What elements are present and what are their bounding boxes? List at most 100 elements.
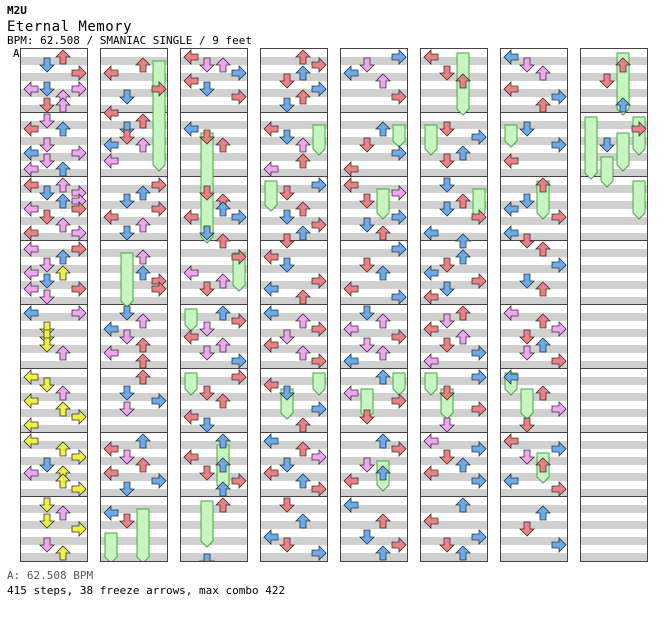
arrow-up-icon — [215, 233, 231, 249]
arrow-right-icon — [311, 217, 327, 233]
measure-line — [21, 240, 87, 241]
arrow-up-icon — [135, 137, 151, 153]
measure-line — [181, 112, 247, 113]
arrow-up-icon — [375, 265, 391, 281]
arrow-down-icon — [439, 417, 455, 433]
freeze-arrow — [136, 508, 150, 561]
freeze-arrow — [504, 124, 518, 148]
arrow-right-icon — [71, 201, 87, 217]
chart-column — [420, 48, 488, 562]
arrow-up-icon — [215, 481, 231, 497]
arrow-right-icon — [471, 209, 487, 225]
arrow-right-icon — [551, 89, 567, 105]
arrow-left-icon — [23, 305, 39, 321]
freeze-arrow — [392, 124, 406, 148]
arrow-left-icon — [183, 449, 199, 465]
arrow-right-icon — [471, 473, 487, 489]
arrow-right-icon — [391, 441, 407, 457]
arrow-up-icon — [375, 433, 391, 449]
arrow-down-icon — [519, 273, 535, 289]
arrow-right-icon — [71, 81, 87, 97]
arrow-up-icon — [55, 97, 71, 113]
freeze-arrow — [424, 124, 438, 156]
arrow-down-icon — [279, 233, 295, 249]
arrow-down-icon — [119, 401, 135, 417]
arrow-right-icon — [311, 321, 327, 337]
arrow-up-icon — [375, 513, 391, 529]
arrow-down-icon — [359, 217, 375, 233]
arrow-down-icon — [39, 273, 55, 289]
arrow-right-icon — [71, 305, 87, 321]
arrow-down-icon — [439, 313, 455, 329]
arrow-up-icon — [55, 345, 71, 361]
measure-line — [341, 240, 407, 241]
arrow-left-icon — [423, 321, 439, 337]
measure-line — [181, 368, 247, 369]
arrow-up-icon — [375, 313, 391, 329]
arrow-down-icon — [39, 97, 55, 113]
measure-line — [261, 304, 327, 305]
arrow-left-icon — [343, 497, 359, 513]
measure-line — [421, 496, 487, 497]
arrow-up-icon — [135, 265, 151, 281]
arrow-left-icon — [423, 465, 439, 481]
arrow-up-icon — [215, 497, 231, 513]
measure-line — [421, 176, 487, 177]
arrow-right-icon — [391, 393, 407, 409]
arrow-right-icon — [391, 537, 407, 553]
arrow-up-icon — [295, 345, 311, 361]
measure-line — [581, 432, 647, 433]
arrow-up-icon — [215, 201, 231, 217]
arrow-right-icon — [551, 441, 567, 457]
arrow-up-icon — [295, 289, 311, 305]
arrow-right-icon — [471, 345, 487, 361]
arrow-down-icon — [119, 121, 135, 137]
arrow-down-icon — [439, 257, 455, 273]
measure-line — [101, 240, 167, 241]
arrow-left-icon — [423, 513, 439, 529]
arrow-right-icon — [71, 449, 87, 465]
arrow-right-icon — [391, 49, 407, 65]
arrow-right-icon — [551, 137, 567, 153]
arrow-right-icon — [311, 81, 327, 97]
arrow-down-icon — [39, 113, 55, 129]
arrow-left-icon — [183, 409, 199, 425]
measure-line — [181, 432, 247, 433]
arrow-down-icon — [519, 121, 535, 137]
arrow-up-icon — [135, 433, 151, 449]
arrow-left-icon — [343, 385, 359, 401]
arrow-left-icon — [263, 121, 279, 137]
arrow-left-icon — [263, 337, 279, 353]
footer-stats: 415 steps, 38 freeze arrows, max combo 4… — [7, 584, 286, 597]
arrow-right-icon — [471, 401, 487, 417]
arrow-down-icon — [39, 457, 55, 473]
freeze-arrow — [392, 372, 406, 396]
arrow-right-icon — [551, 537, 567, 553]
arrow-down-icon — [39, 137, 55, 153]
measure-line — [501, 432, 567, 433]
arrow-up-icon — [55, 193, 71, 209]
arrow-right-icon — [311, 545, 327, 561]
freeze-arrow — [120, 252, 134, 308]
arrow-up-icon — [455, 249, 471, 265]
arrow-right-icon — [311, 57, 327, 73]
arrow-left-icon — [503, 433, 519, 449]
arrow-left-icon — [103, 441, 119, 457]
bpm-marker: A — [13, 47, 20, 60]
arrow-down-icon — [599, 73, 615, 89]
arrow-up-icon — [295, 513, 311, 529]
measure-line — [21, 304, 87, 305]
arrow-up-icon — [215, 337, 231, 353]
arrow-left-icon — [103, 345, 119, 361]
arrow-left-icon — [183, 121, 199, 137]
arrow-right-icon — [231, 209, 247, 225]
arrow-right-icon — [151, 473, 167, 489]
arrow-left-icon — [23, 201, 39, 217]
chart-column — [340, 48, 408, 562]
arrow-right-icon — [71, 281, 87, 297]
measure-line — [21, 496, 87, 497]
arrow-right-icon — [551, 321, 567, 337]
freeze-arrow — [600, 156, 614, 188]
arrow-right-icon — [471, 441, 487, 457]
arrow-down-icon — [519, 417, 535, 433]
